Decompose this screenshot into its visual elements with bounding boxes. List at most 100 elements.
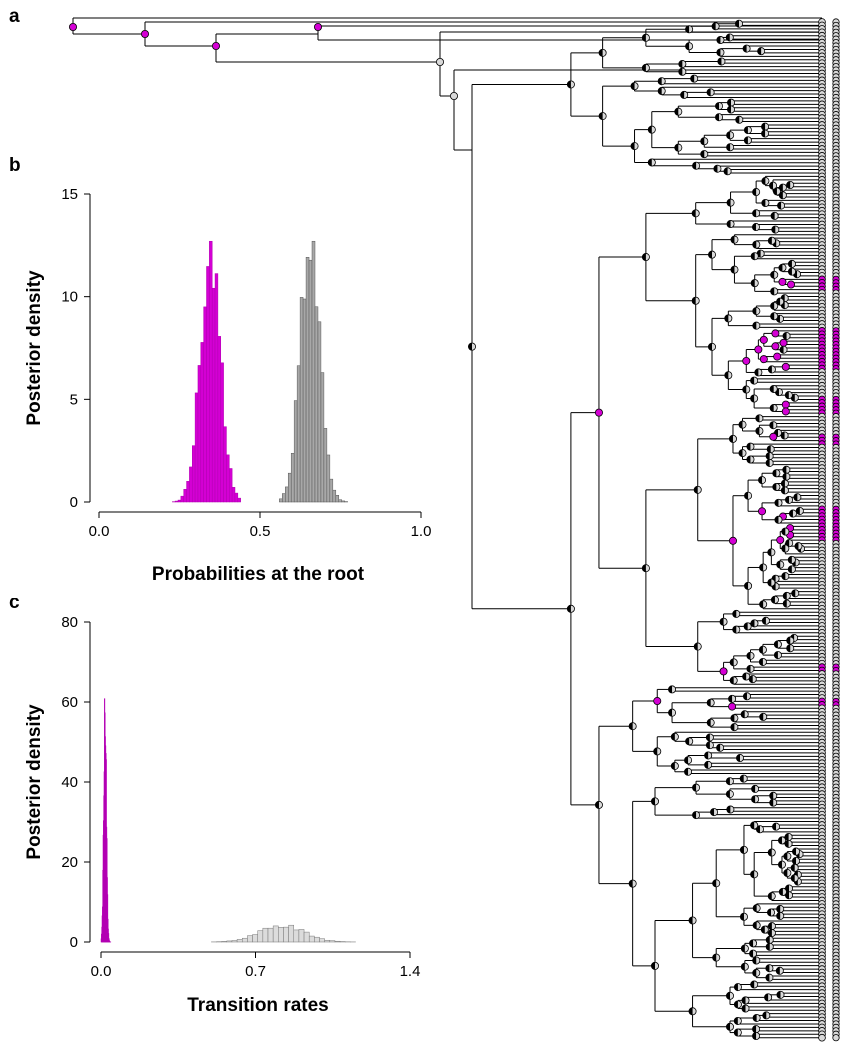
tree-node-pie-slice <box>774 640 778 648</box>
tree-node-pie-slice <box>762 1011 767 1020</box>
tree-node-pie-slice <box>770 302 775 310</box>
tree-node-pie-slice <box>732 625 737 634</box>
tree-node-pie-slice <box>776 560 781 569</box>
tree-node-pie-slice <box>746 665 751 673</box>
tree-internal-node <box>449 92 458 101</box>
tree-tip-node <box>832 1034 840 1042</box>
tree-node-pie-slice <box>770 312 775 320</box>
tree-node-pie-slice <box>734 983 738 991</box>
tree-node-pie-slice <box>735 116 740 124</box>
histogram-bar <box>334 940 341 943</box>
histogram-bar <box>298 929 305 943</box>
transition-rate-histogram: 0 20 40 60 80 0.0 0.7 1.4 Transition rates Post… <box>0 612 445 1054</box>
histogram-bar <box>174 500 179 503</box>
tree-node-pie-slice <box>766 943 770 951</box>
tree-node-pie-slice <box>766 459 770 467</box>
panel-c-xlabel: Transition rates <box>187 995 329 1016</box>
tree-node-pie-slice <box>688 916 693 925</box>
tree-node-pie-slice <box>765 974 770 982</box>
y-tick-label: 20 <box>61 854 78 871</box>
tree-internal-node <box>758 507 767 516</box>
tree-node-pie-slice <box>710 808 715 816</box>
tree-internal-node <box>759 335 768 344</box>
tree-node-pie-slice <box>712 879 717 887</box>
tree-node-pie-slice <box>736 754 741 762</box>
tree-node-pie-slice <box>781 572 786 580</box>
tree-node-pie-slice <box>651 962 655 970</box>
tree-node-pie-slice <box>766 452 770 460</box>
tree-node-pie-slice <box>629 880 633 888</box>
tree-node-pie-slice <box>707 699 711 707</box>
tree-node-pie-slice <box>793 493 798 501</box>
transition-rate-axes: 0 20 40 60 80 0.0 0.7 1.4 <box>61 614 420 980</box>
tree-node-pie-slice <box>771 596 775 604</box>
tree-node-pie-slice <box>735 20 740 28</box>
transition-rate-bars <box>100 698 356 943</box>
histogram-bar <box>317 321 322 503</box>
tree-internal-node <box>779 338 788 347</box>
tree-node-pie-slice <box>788 556 792 564</box>
histogram-bar <box>231 487 236 503</box>
tree-node-pie-slice <box>730 714 735 722</box>
tree-node-pie-slice <box>759 646 763 654</box>
tree-node-pie-slice <box>746 443 751 451</box>
panel-label-a: a <box>9 6 20 27</box>
x-tick-label: 0.0 <box>89 523 110 540</box>
tree-node-pie-slice <box>750 394 755 403</box>
tree-node-pie-slice <box>764 993 769 1001</box>
histogram-bar <box>290 452 295 503</box>
histogram-bar <box>314 306 319 503</box>
tree-node-pie-slice <box>726 805 731 814</box>
tree-node-pie-slice <box>740 913 744 921</box>
tree-node-pie-slice <box>770 385 774 393</box>
histogram-bar <box>197 365 202 503</box>
tree-node-pie-slice <box>658 87 662 95</box>
tree-node-pie-slice <box>753 921 757 929</box>
tree-node-pie-slice <box>788 565 792 573</box>
tree-node-pie-slice <box>777 201 782 210</box>
tree-node-pie-slice <box>783 592 787 600</box>
x-tick-label: 0.7 <box>245 963 266 980</box>
tree-node-pie-slice <box>769 182 774 190</box>
tree-node-pie-slice <box>724 314 729 322</box>
tree-node-pie-slice <box>761 199 766 207</box>
tree-node-pie-slice <box>651 797 655 805</box>
histogram-bar <box>203 306 207 503</box>
tree-internal-node <box>728 536 737 545</box>
tree-node-pie-slice <box>774 651 778 659</box>
tree-internal-node <box>742 356 751 365</box>
tree-node-pie-slice <box>791 874 795 882</box>
tree-node-pie-slice <box>755 414 760 422</box>
tree-node-pie-slice <box>768 365 772 374</box>
tree-node-pie-slice <box>740 775 744 783</box>
tree-node-pie-slice <box>744 582 749 590</box>
tree-node-pie-slice <box>668 709 673 717</box>
histogram-bar <box>267 927 274 943</box>
tree-node-pie-slice <box>642 34 646 42</box>
tree-node-pie-slice <box>742 385 747 394</box>
tree-node-pie-slice <box>769 792 774 800</box>
histogram-bar <box>242 937 248 943</box>
tree-node-pie-slice <box>734 1017 738 1025</box>
tree-node-pie-slice <box>648 126 652 134</box>
tree-node-pie-slice <box>776 991 781 999</box>
tree-node-pie-slice <box>765 964 770 972</box>
tree-node-pie-slice <box>716 744 721 752</box>
tree-node-pie-slice <box>768 892 772 900</box>
tree-node-pie-slice <box>648 158 652 167</box>
tree-node-pie-slice <box>749 939 754 947</box>
tree-node-pie-slice <box>773 187 777 196</box>
tree-node-pie-slice <box>771 226 776 234</box>
tree-node-pie-slice <box>726 220 731 228</box>
tree-node-pie-slice <box>715 113 720 121</box>
histogram-bar <box>217 336 221 503</box>
tree-node-pie-slice <box>759 658 763 666</box>
histogram-bar <box>320 372 325 503</box>
tree-node-pie-slice <box>678 68 683 76</box>
tree-node-pie-slice <box>746 455 751 464</box>
tree-node-pie-slice <box>741 944 745 953</box>
tree-node-pie-slice <box>781 544 786 553</box>
tree-node-pie-slice <box>772 469 777 477</box>
tree-node-pie-slice <box>742 672 747 681</box>
